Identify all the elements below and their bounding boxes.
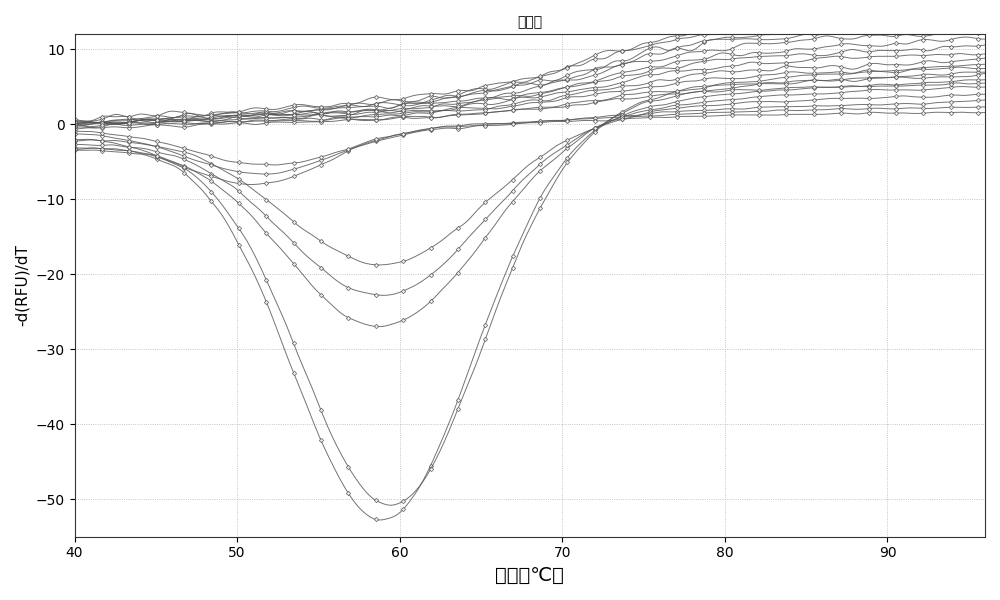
Y-axis label: -d(RFU)/dT: -d(RFU)/dT (15, 245, 30, 326)
X-axis label: 温度（℃）: 温度（℃） (495, 566, 564, 585)
Title: 解链峰: 解链峰 (517, 15, 542, 29)
